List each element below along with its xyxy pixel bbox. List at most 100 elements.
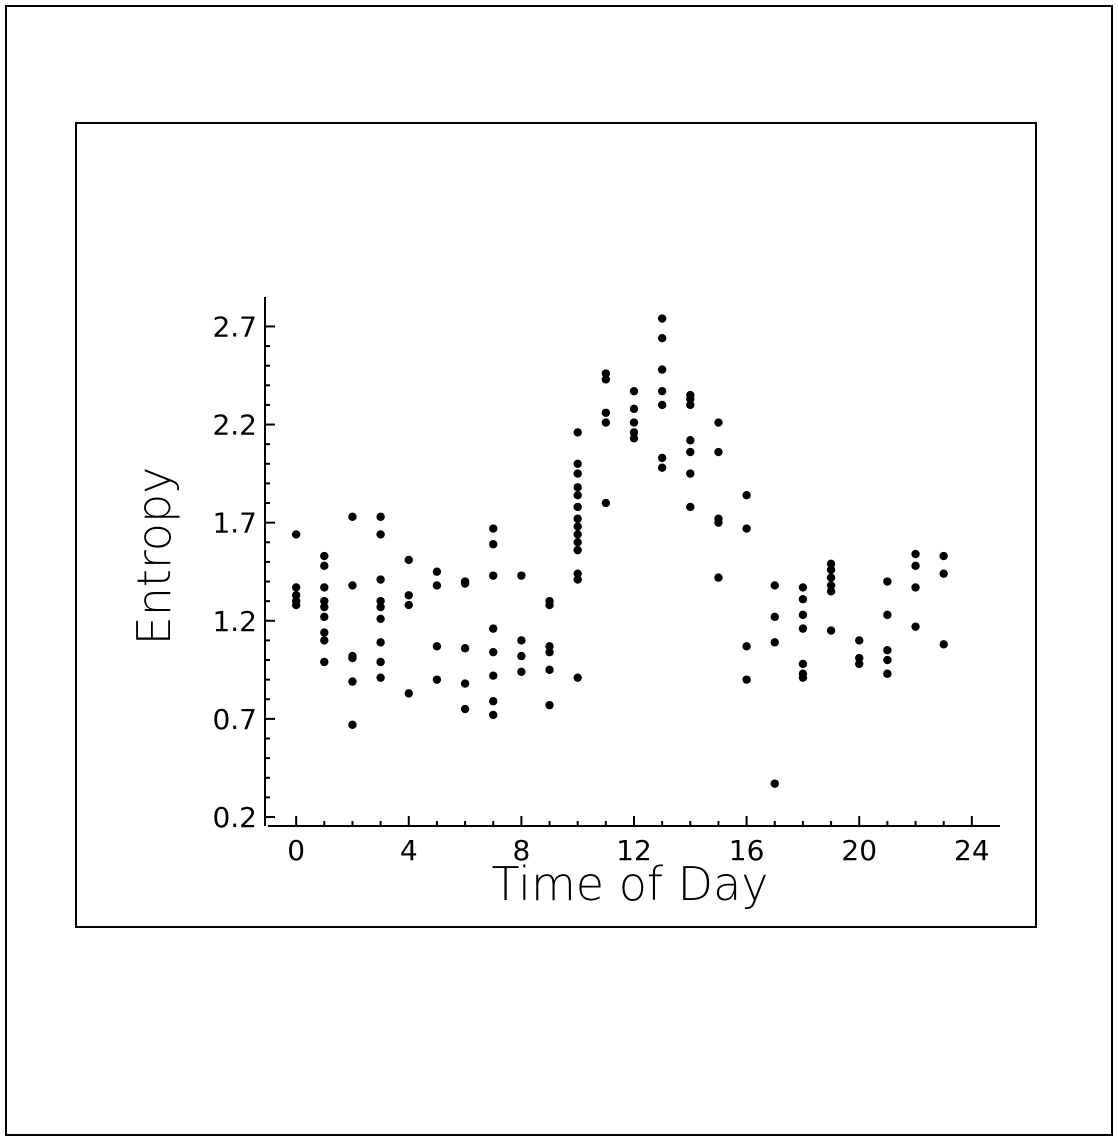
data-point — [601, 375, 611, 384]
data-point — [629, 428, 639, 437]
y-tick-label: 1.7 — [212, 507, 257, 540]
data-point — [742, 490, 751, 500]
data-point — [798, 624, 808, 633]
x-tick-label: 12 — [616, 834, 652, 867]
y-ticks: 0.2 0.7 1.2 1.7 2.2 2.7 — [212, 310, 275, 834]
data-point — [348, 512, 357, 521]
data-point — [376, 673, 385, 682]
data-point — [883, 577, 892, 586]
data-point — [573, 575, 582, 584]
data-point — [489, 671, 498, 680]
data-point — [348, 677, 357, 686]
data-point — [911, 549, 920, 559]
data-point — [460, 579, 470, 588]
data-point — [573, 522, 582, 531]
data-point — [826, 565, 836, 574]
data-point — [601, 408, 611, 417]
data-point — [911, 583, 920, 592]
data-point — [939, 551, 948, 561]
data-point — [686, 502, 695, 512]
data-point — [883, 610, 892, 620]
data-point — [291, 530, 301, 539]
data-point — [742, 524, 751, 533]
data-point — [320, 628, 329, 637]
data-point — [798, 659, 808, 669]
data-point — [489, 624, 498, 633]
data-point — [714, 447, 723, 457]
data-point — [573, 673, 582, 682]
data-point — [657, 334, 667, 343]
data-point — [320, 561, 329, 571]
data-point — [939, 640, 948, 649]
data-point — [939, 569, 948, 578]
y-axis-title: Entropy — [127, 467, 181, 646]
data-point — [714, 418, 723, 427]
data-point — [770, 638, 779, 647]
data-point — [601, 418, 611, 427]
x-tick-label: 4 — [400, 834, 418, 867]
data-point — [573, 483, 582, 492]
data-point — [601, 369, 611, 378]
data-point — [742, 642, 751, 651]
x-ticks: 0 4 8 12 16 20 24 — [287, 816, 990, 867]
data-point — [517, 571, 526, 580]
data-points — [291, 314, 948, 788]
data-point — [826, 626, 836, 635]
data-point — [376, 657, 385, 667]
data-point — [573, 538, 582, 547]
data-point — [855, 653, 864, 663]
data-point — [348, 581, 357, 590]
data-point — [545, 700, 554, 710]
data-point — [291, 591, 301, 600]
data-point — [798, 610, 808, 620]
data-point — [320, 596, 329, 606]
data-point — [657, 314, 667, 323]
data-point — [770, 612, 779, 622]
data-point — [320, 657, 329, 667]
data-point — [460, 679, 470, 688]
y-tick-label: 0.2 — [212, 801, 257, 834]
data-point — [517, 651, 526, 661]
data-point — [826, 559, 836, 569]
data-point — [686, 436, 695, 445]
data-point — [573, 545, 582, 555]
data-point — [489, 540, 498, 549]
data-point — [629, 404, 639, 414]
data-point — [489, 647, 498, 657]
data-point — [657, 453, 667, 463]
page-frame — [5, 5, 1113, 1136]
data-point — [320, 636, 329, 645]
data-point — [911, 622, 920, 631]
x-tick-label: 20 — [841, 834, 877, 867]
data-point — [376, 596, 385, 606]
y-tick-label: 2.2 — [212, 409, 257, 442]
data-point — [376, 638, 385, 647]
data-point — [376, 602, 385, 612]
data-point — [686, 447, 695, 457]
data-point — [629, 418, 639, 427]
data-point — [629, 386, 639, 396]
data-point — [432, 675, 442, 684]
data-point — [348, 653, 357, 663]
data-point — [686, 394, 695, 404]
x-tick-label: 0 — [287, 834, 305, 867]
data-point — [770, 581, 779, 590]
data-point — [573, 530, 582, 539]
data-point — [911, 561, 920, 571]
data-point — [798, 673, 808, 682]
data-point — [883, 646, 892, 655]
data-point — [348, 720, 357, 729]
data-point — [320, 551, 329, 561]
data-point — [657, 463, 667, 472]
data-point — [883, 669, 892, 678]
y-tick-label: 1.2 — [212, 605, 257, 638]
data-point — [460, 644, 470, 653]
data-point — [573, 459, 582, 468]
data-point — [489, 571, 498, 580]
data-point — [432, 581, 442, 590]
data-point — [460, 704, 470, 714]
data-point — [404, 555, 413, 565]
data-point — [826, 573, 836, 582]
data-point — [573, 490, 582, 500]
